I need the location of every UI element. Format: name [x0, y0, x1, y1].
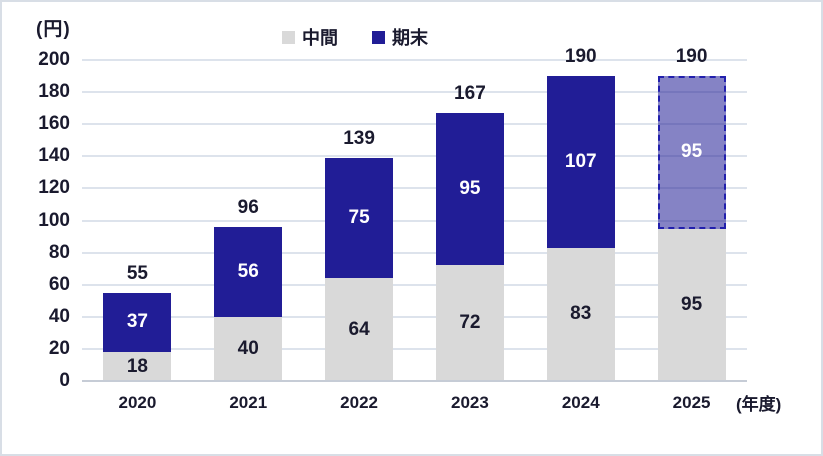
y-axis-unit-label: (円) [36, 19, 71, 40]
bar-2023-interim: 72 [435, 265, 504, 381]
legend-label-interim: 中間 [302, 28, 338, 48]
ytick-label-80: 80 [48, 241, 70, 263]
bar-2025-final-forecast: 95 [657, 76, 726, 229]
bar-2022-interim: 64 [325, 278, 394, 381]
xtick-label-2022: 2022 [340, 393, 378, 412]
gridline-60 [82, 283, 747, 286]
final-swatch-icon [372, 30, 385, 44]
legend-entry-final: 期末 [372, 24, 428, 50]
bar-2020-final: 37 [103, 292, 172, 353]
bar-2020-interim: 18 [103, 352, 172, 381]
ytick-label-140: 140 [38, 145, 70, 167]
bar-2024-interim: 83 [546, 247, 615, 381]
xtick-label-2023: 2023 [450, 393, 489, 412]
ytick-label-120: 120 [38, 177, 70, 199]
bar-2021-interim: 40 [214, 316, 283, 381]
plot-area: 0 20 40 60 80 100 120 140 160 180 200 18 37 55 2020 40 5… [38, 46, 747, 412]
chart-legend: 中間 期末 [282, 24, 428, 50]
xtick-label-2025: 2025 [672, 393, 711, 412]
x-axis-line [82, 380, 747, 382]
legend-entry-interim: 中間 [282, 24, 338, 50]
total-label-2023: 167 [454, 82, 486, 104]
xtick-label-2021: 2021 [229, 393, 268, 412]
gridline-20 [82, 347, 747, 350]
gridline-80 [82, 251, 747, 254]
ytick-label-40: 40 [48, 305, 70, 327]
x-axis-unit-label: (年度) [736, 395, 782, 414]
total-label-2024: 190 [564, 46, 597, 68]
gridline-40 [82, 315, 747, 318]
gridline-200 [82, 59, 747, 61]
ytick-label-0: 0 [59, 370, 70, 391]
gridline-120 [82, 187, 747, 190]
ytick-label-160: 160 [38, 113, 70, 135]
total-label-2022: 139 [343, 127, 375, 149]
bar-2025-interim: 95 [657, 228, 726, 381]
gridline-160 [82, 123, 747, 126]
total-label-2025: 190 [675, 46, 708, 68]
ytick-label-60: 60 [48, 273, 70, 295]
bar-2021-final: 56 [214, 226, 283, 317]
ytick-label-200: 200 [38, 49, 70, 70]
bar-2024-final: 107 [546, 76, 615, 248]
ytick-label-100: 100 [38, 209, 70, 231]
gridline-180 [82, 91, 747, 94]
interim-swatch-icon [282, 30, 295, 44]
total-label-2021: 96 [237, 196, 259, 218]
gridline-140 [82, 155, 747, 158]
ytick-label-180: 180 [38, 81, 70, 103]
ytick-label-20: 20 [48, 337, 70, 359]
bar-2022-final: 75 [325, 157, 394, 279]
gridline-100 [82, 219, 747, 222]
legend-label-final: 期末 [392, 28, 428, 48]
xtick-label-2020: 2020 [118, 393, 157, 412]
bar-2023-final: 95 [435, 112, 504, 266]
total-label-2020: 55 [126, 262, 148, 284]
xtick-label-2024: 2024 [561, 393, 600, 412]
